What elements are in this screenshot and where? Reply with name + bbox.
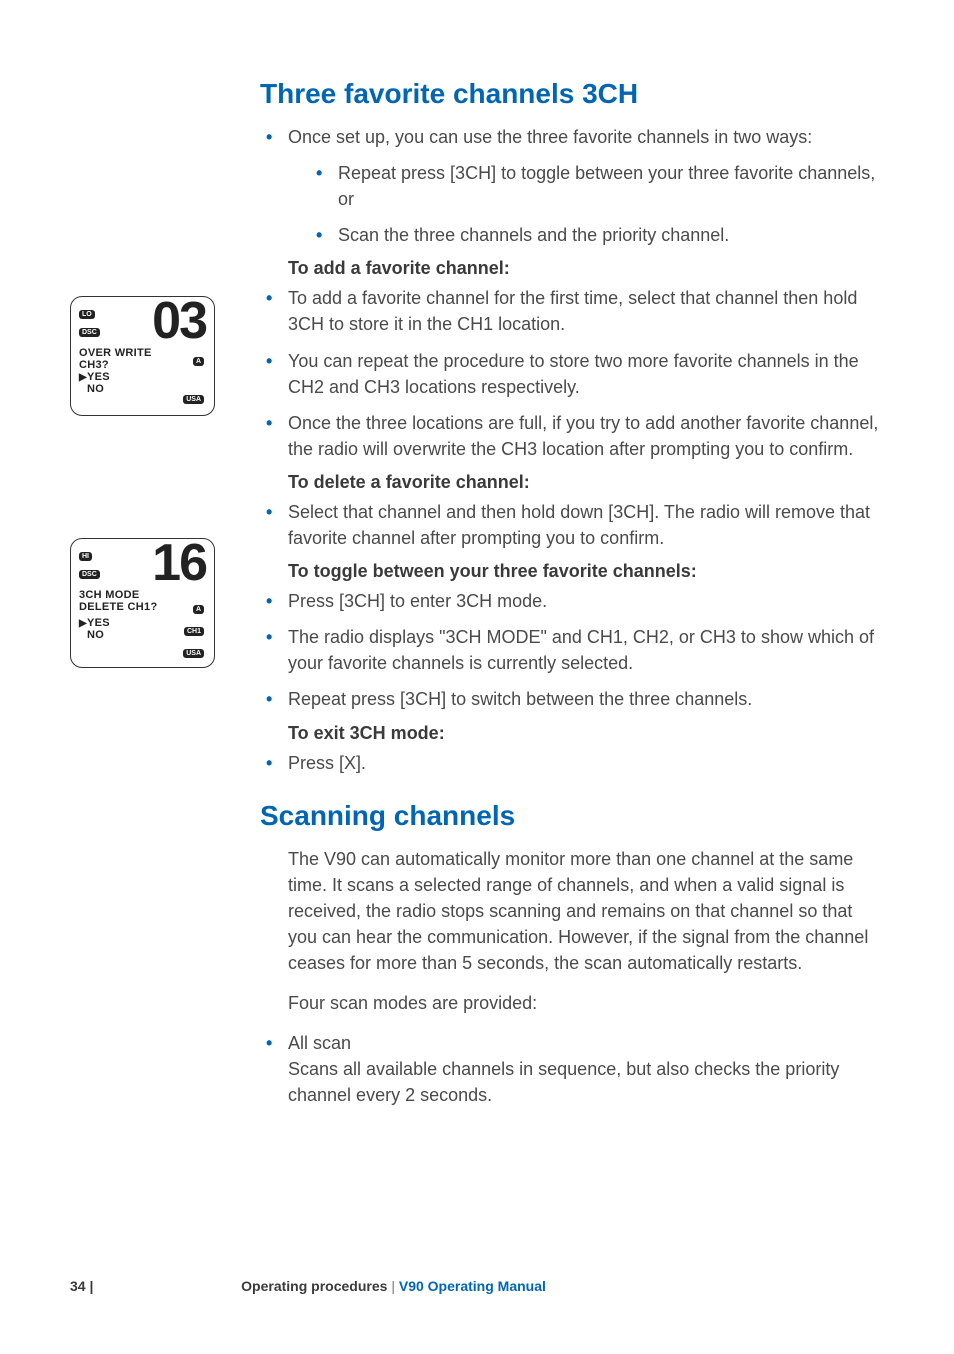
subhead-exit: To exit 3CH mode: [288, 723, 884, 744]
lcd-display-delete: HI DSC 16 3CH MODE DELETE CH1? ▶YES NO A… [70, 538, 215, 668]
lcd-yes: YES [87, 617, 110, 629]
sidebar: LO DSC 03 OVER WRITE CH3? ▶YES NO A USA … [70, 78, 240, 1118]
subhead-add: To add a favorite channel: [288, 258, 884, 279]
subhead-toggle: To toggle between your three favorite ch… [288, 561, 884, 582]
main-content: Three favorite channels 3CH Once set up,… [260, 78, 884, 1118]
intro-list: Once set up, you can use the three favor… [260, 124, 884, 248]
page-footer: 34 | Operating procedures | V90 Operatin… [70, 1278, 546, 1294]
intro-bullet: Once set up, you can use the three favor… [260, 124, 884, 248]
toggle-list: Press [3CH] to enter 3CH mode. The radio… [260, 588, 884, 712]
heading-3ch: Three favorite channels 3CH [260, 78, 884, 110]
lcd-cursor-icon: ▶ [79, 618, 87, 629]
footer-page-number: 34 [70, 1278, 86, 1294]
toggle-bullet: Press [3CH] to enter 3CH mode. [260, 588, 884, 614]
delete-bullet: Select that channel and then hold down [… [260, 499, 884, 551]
heading-scanning: Scanning channels [260, 800, 884, 832]
lcd-badge-a: A [193, 605, 204, 614]
lcd-text-line2: CH3? [79, 359, 206, 371]
footer-section: Operating procedures [241, 1278, 387, 1294]
scan-mode-name: All scan [288, 1033, 351, 1053]
lcd-cursor-icon: ▶ [79, 372, 87, 383]
lcd-display-overwrite: LO DSC 03 OVER WRITE CH3? ▶YES NO A USA [70, 296, 215, 416]
lcd-badge-hi: HI [79, 552, 92, 561]
intro-sub-bullet: Scan the three channels and the priority… [288, 222, 884, 248]
intro-text: Once set up, you can use the three favor… [288, 127, 812, 147]
subhead-delete: To delete a favorite channel: [288, 472, 884, 493]
lcd-channel-number: 16 [152, 533, 206, 593]
lcd-channel-number: 03 [152, 291, 206, 351]
intro-sub-bullet: Repeat press [3CH] to toggle between you… [288, 160, 884, 212]
exit-list: Press [X]. [260, 750, 884, 776]
add-bullet: Once the three locations are full, if yo… [260, 410, 884, 462]
delete-list: Select that channel and then hold down [… [260, 499, 884, 551]
lcd-badge-a: A [193, 357, 204, 366]
intro-sub-list: Repeat press [3CH] to toggle between you… [288, 160, 884, 248]
add-list: To add a favorite channel for the first … [260, 285, 884, 462]
add-bullet: To add a favorite channel for the first … [260, 285, 884, 337]
footer-manual: V90 Operating Manual [399, 1278, 546, 1294]
add-bullet: You can repeat the procedure to store tw… [260, 348, 884, 400]
scan-paragraph: Four scan modes are provided: [288, 990, 884, 1016]
scan-mode-desc: Scans all available channels in sequence… [288, 1059, 839, 1105]
scan-mode-item: All scan Scans all available channels in… [260, 1030, 884, 1108]
lcd-badge-dsc: DSC [79, 328, 100, 337]
lcd-badge-usa: USA [183, 395, 204, 404]
lcd-badge-usa: USA [183, 649, 204, 658]
lcd-yes: YES [87, 371, 110, 383]
scan-paragraph: The V90 can automatically monitor more t… [288, 846, 884, 976]
lcd-text-line2: DELETE CH1? [79, 601, 206, 613]
lcd-badge-dsc: DSC [79, 570, 100, 579]
exit-bullet: Press [X]. [260, 750, 884, 776]
toggle-bullet: The radio displays "3CH MODE" and CH1, C… [260, 624, 884, 676]
lcd-no: NO [79, 383, 206, 395]
lcd-badge-lo: LO [79, 310, 95, 319]
lcd-badge-ch1: CH1 [184, 627, 204, 636]
scan-mode-list: All scan Scans all available channels in… [260, 1030, 884, 1108]
toggle-bullet: Repeat press [3CH] to switch between the… [260, 686, 884, 712]
